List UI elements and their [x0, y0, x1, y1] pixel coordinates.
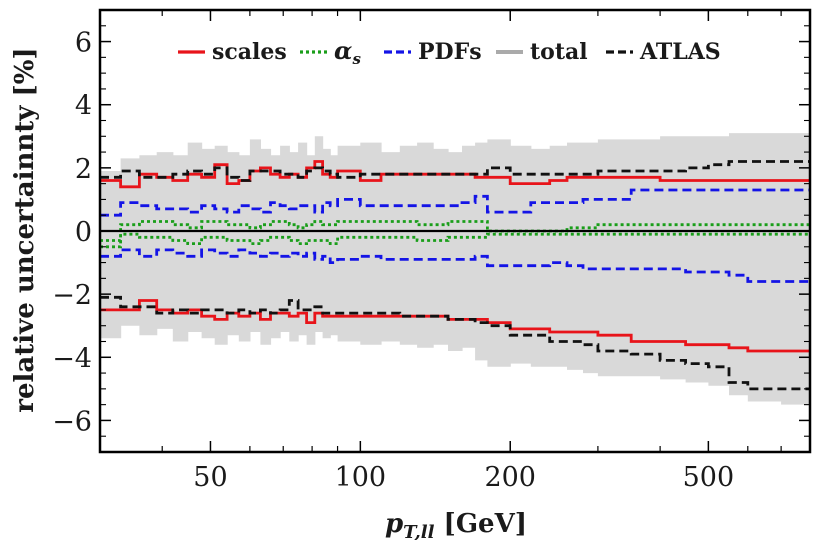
y-tick-label: 4	[75, 91, 92, 122]
series-alphas-lower	[100, 232, 810, 249]
series-scales-lower	[100, 299, 810, 353]
series-pdfs-upper	[100, 188, 810, 217]
plot-area	[100, 133, 811, 405]
x-axis-title-unit: [GeV]	[434, 509, 527, 539]
y-tick-label: 2	[75, 154, 92, 185]
series-total-band	[100, 133, 811, 405]
y-tick-label: 0	[75, 217, 92, 248]
x-axis-title: pT,ll [GeV]	[385, 509, 527, 540]
legend-label-alphas-sub: s	[352, 50, 361, 68]
x-tick-label: 200	[484, 462, 536, 493]
legend-label-atlas: ATLAS	[639, 39, 721, 65]
x-axis-title-subscript: T,ll	[403, 522, 435, 540]
y-tick-label: 6	[75, 28, 92, 59]
y-tick-label: −4	[52, 343, 92, 374]
legend-label-alphas: αs	[334, 36, 361, 68]
x-tick-label: 50	[193, 462, 227, 493]
series-atlas-upper	[100, 160, 810, 182]
legend: scales αs PDFs total ATLAS	[178, 36, 721, 68]
x-tick-label: 500	[683, 462, 735, 493]
legend-label-alphas-main: α	[334, 36, 352, 65]
x-tick-label: 100	[335, 462, 387, 493]
series-scales-upper	[100, 160, 810, 189]
series-atlas-lower	[100, 295, 810, 391]
y-tick-label: −6	[52, 406, 92, 437]
legend-label-pdfs: PDFs	[418, 39, 482, 65]
x-axis-title-main: p	[385, 509, 403, 539]
y-tick-label: −2	[52, 280, 92, 311]
legend-label-scales: scales	[212, 39, 287, 65]
y-axis-title: relative uncertainnty [%]	[10, 47, 40, 412]
series-pdfs-lower	[100, 248, 810, 283]
axis-ticks: 50 100 200 500 −6 −4 −2 0 2 4 6	[52, 9, 811, 493]
legend-label-total: total	[530, 39, 588, 65]
